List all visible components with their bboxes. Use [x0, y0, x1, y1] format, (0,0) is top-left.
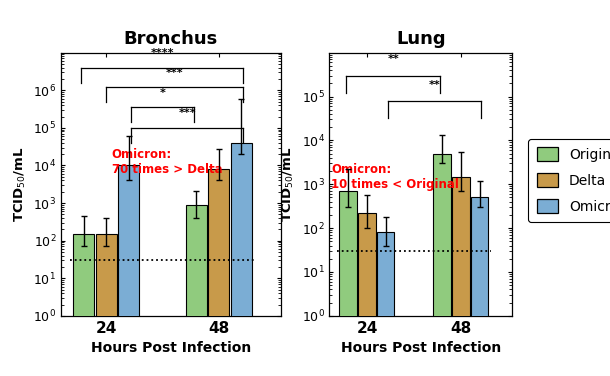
Text: ***: *** — [166, 68, 184, 78]
Bar — [339, 191, 357, 376]
Text: **: ** — [429, 80, 440, 89]
Bar — [231, 143, 252, 376]
Title: Bronchus: Bronchus — [124, 30, 218, 48]
Bar — [73, 234, 94, 376]
Bar — [377, 232, 395, 376]
Text: ***: *** — [178, 108, 196, 118]
Text: Omicron:
10 times < Original: Omicron: 10 times < Original — [331, 163, 459, 191]
X-axis label: Hours Post Infection: Hours Post Infection — [91, 341, 251, 355]
Bar — [452, 176, 470, 376]
Bar — [208, 169, 229, 376]
Y-axis label: TCID$_{50}$/mL: TCID$_{50}$/mL — [281, 146, 296, 222]
Bar — [358, 213, 376, 376]
X-axis label: Hours Post Infection: Hours Post Infection — [341, 341, 501, 355]
Bar — [118, 165, 139, 376]
Bar — [96, 234, 117, 376]
Bar — [471, 197, 488, 376]
Title: Lung: Lung — [396, 30, 446, 48]
Y-axis label: TCID$_{50}$/mL: TCID$_{50}$/mL — [12, 146, 27, 222]
Text: **: ** — [387, 55, 399, 64]
Bar — [185, 205, 207, 376]
Legend: Original, Delta, Omicron: Original, Delta, Omicron — [528, 139, 610, 222]
Text: Omicron:
70 times > Delta: Omicron: 70 times > Delta — [112, 147, 222, 176]
Text: *: * — [159, 88, 165, 98]
Bar — [433, 153, 451, 376]
Text: ****: **** — [151, 48, 174, 58]
